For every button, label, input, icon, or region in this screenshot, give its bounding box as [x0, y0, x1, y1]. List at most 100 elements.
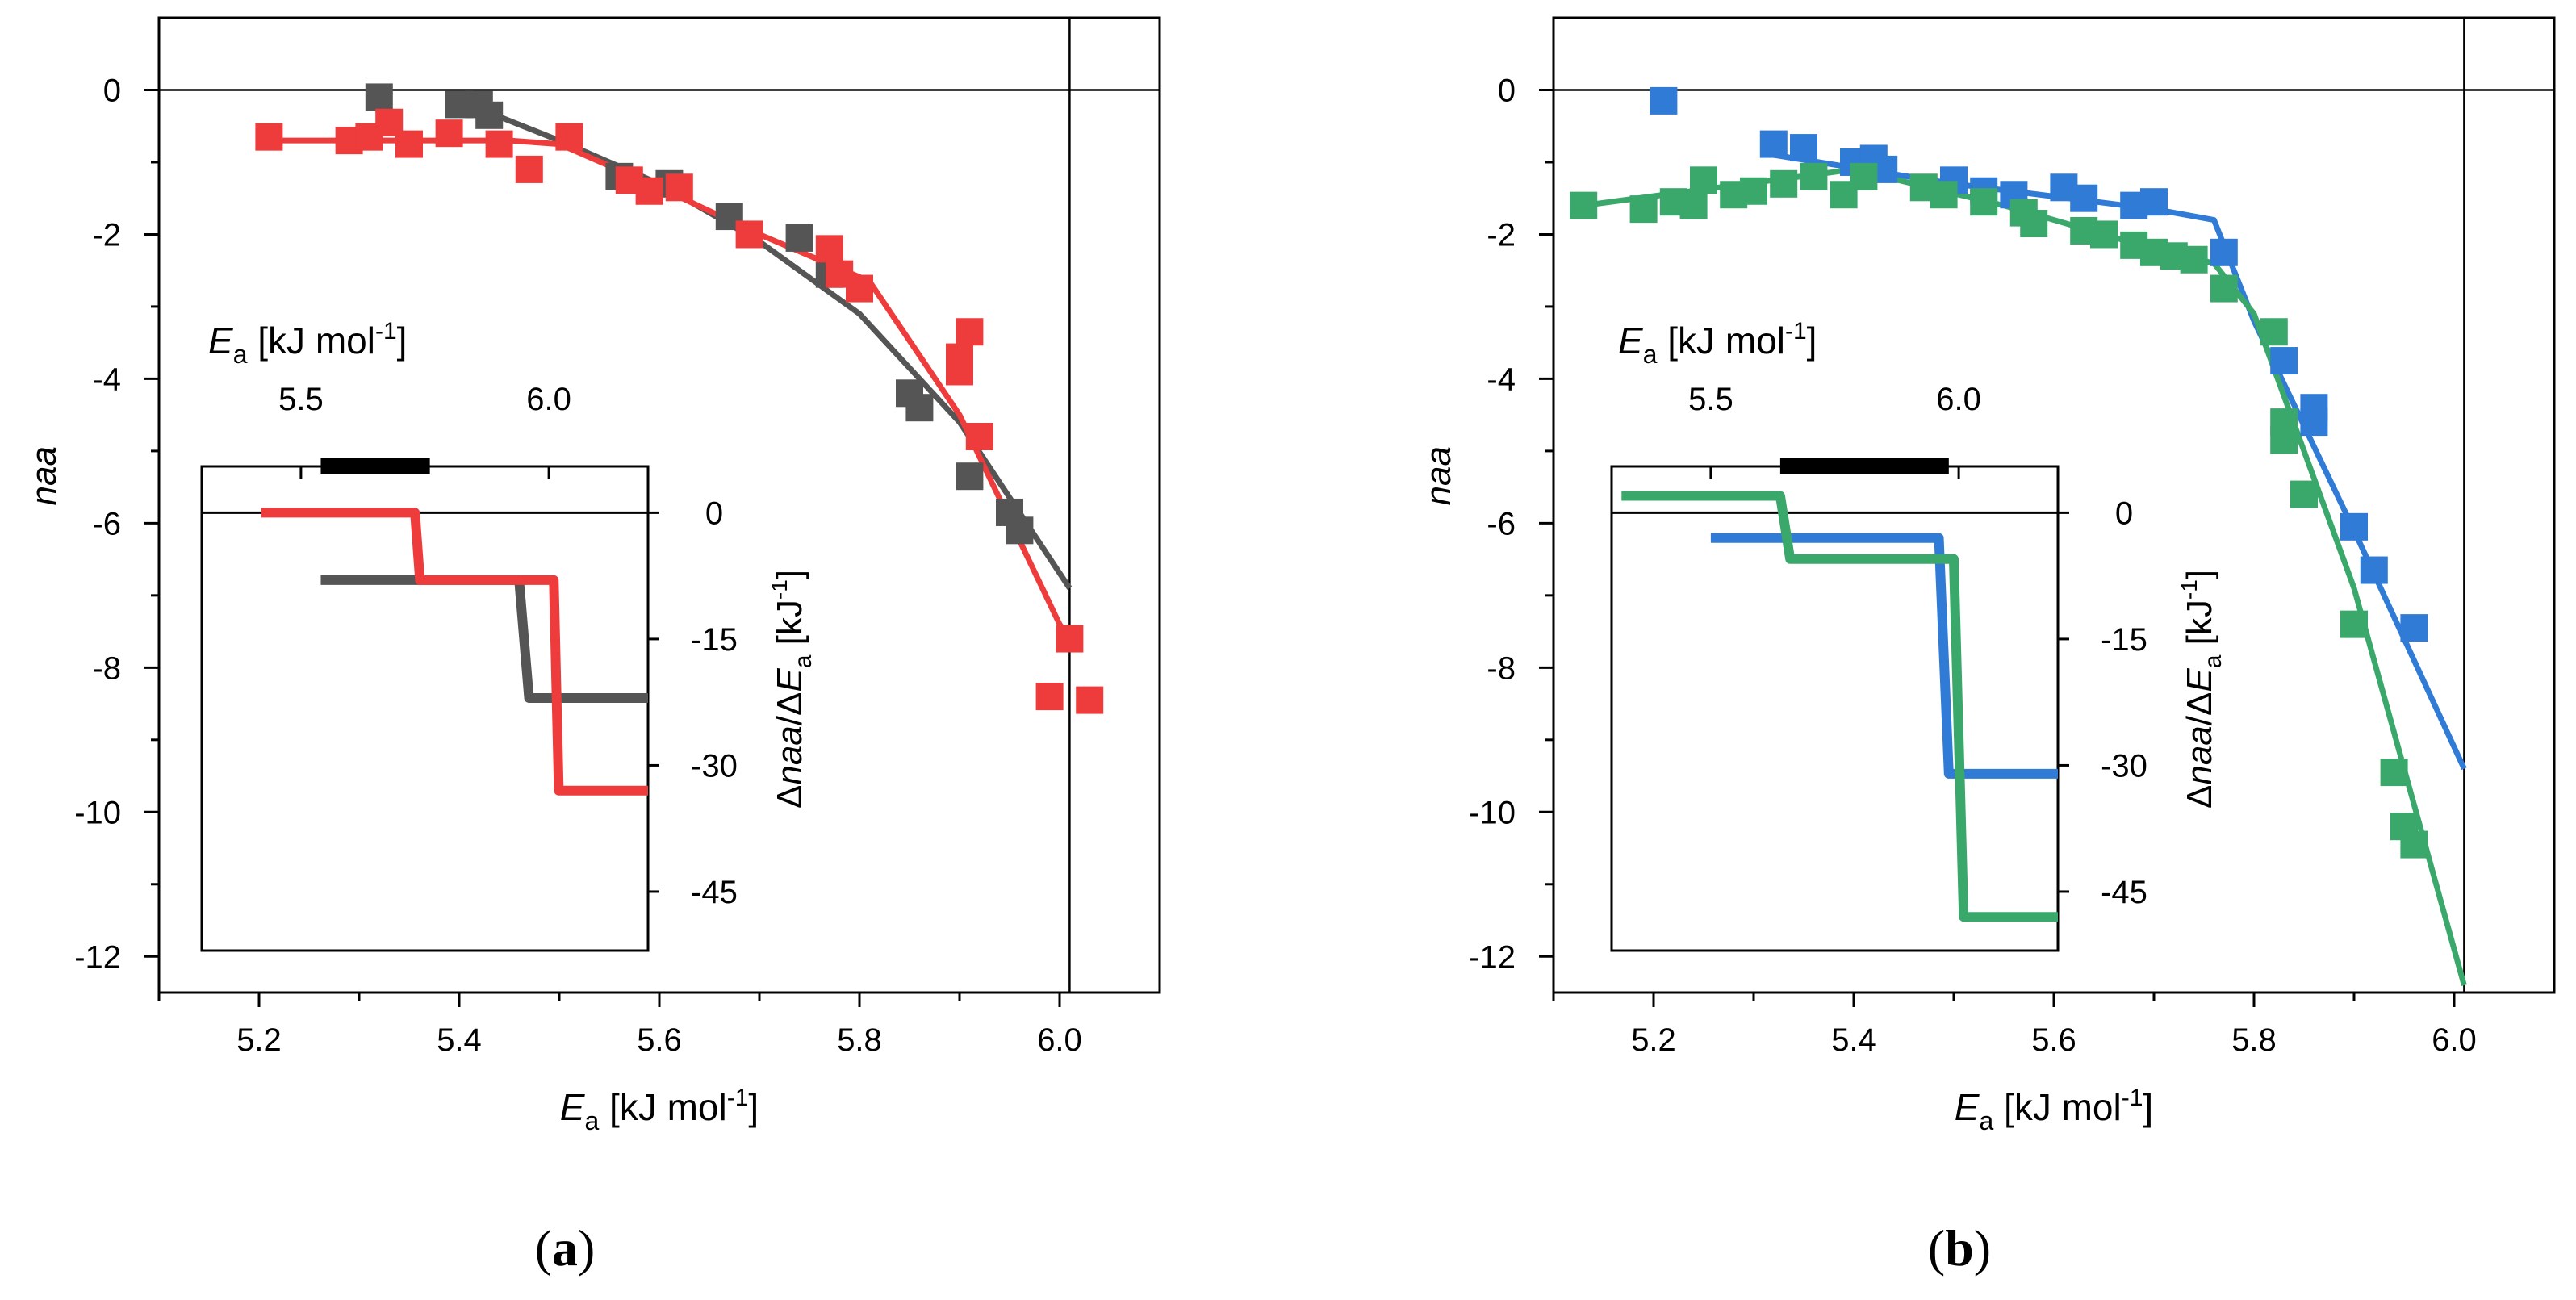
- y-tick-label: 0: [103, 73, 121, 108]
- x-axis-label: Ea [kJ mol-1]: [560, 1085, 759, 1135]
- panel-b: 5.2 5.4 5.6 5.8 6.0 0 -2 -4 -6 -8 -10 -12 naa Ea [kJ …: [1419, 16, 2556, 1277]
- data-point-red: [435, 119, 463, 148]
- data-point-red: [515, 155, 543, 183]
- y-tick-label: -2: [92, 217, 121, 253]
- data-point-green: [2270, 426, 2298, 454]
- y-tick-label: -10: [1469, 795, 1516, 830]
- data-point-blue: [1650, 86, 1678, 115]
- inset-chart: 5.5 6.0 Ea [kJ mol-1] 0 -15 -30 -45 Δnaa/ΔEa [k…: [1608, 318, 2227, 954]
- data-point-red: [395, 130, 423, 158]
- data-point-blue: [2140, 188, 2168, 216]
- y-tick-label: -6: [92, 506, 121, 541]
- x-tick-label: 5.2: [1631, 1022, 1676, 1058]
- data-point-gray: [785, 224, 813, 252]
- data-point-blue: [2360, 556, 2388, 584]
- y-tick-label: -8: [1487, 650, 1516, 686]
- data-point-red: [946, 343, 973, 371]
- data-point-green: [2400, 830, 2428, 859]
- data-point-red: [1035, 683, 1064, 711]
- data-point-red: [665, 173, 693, 202]
- inset-step-blue: [1710, 533, 2058, 779]
- data-point-blue: [1759, 130, 1788, 158]
- inset-y-tick-label: -45: [691, 875, 738, 910]
- inset-range-bar: [320, 458, 430, 474]
- data-point-blue: [2300, 408, 2328, 437]
- panel-label: (a): [535, 1219, 596, 1277]
- data-point-green: [1970, 188, 1998, 216]
- data-point-red: [1076, 686, 1104, 714]
- panel-label: (b): [1928, 1219, 1991, 1277]
- y-tick-label: -4: [92, 362, 121, 397]
- data-point-blue: [1790, 134, 1817, 162]
- data-point-green: [1740, 177, 1767, 205]
- data-point-green: [1570, 191, 1598, 219]
- inset-x-tick-label: 5.5: [1688, 382, 1733, 417]
- inset-x-axis-label: Ea [kJ mol-1]: [1618, 318, 1817, 369]
- x-tick-label: 5.4: [1831, 1022, 1876, 1058]
- data-point-gray: [475, 101, 504, 129]
- inset-y-axis-label: Δnaa/ΔEa [kJ-1]: [767, 570, 817, 809]
- y-tick-label: -6: [1487, 506, 1516, 541]
- markers-red: [255, 108, 1104, 714]
- y-tick-label: -4: [1487, 362, 1516, 397]
- data-point-green: [1800, 162, 1828, 190]
- x-tick-label: 5.6: [637, 1022, 682, 1058]
- data-point-blue: [2210, 238, 2238, 266]
- inset-y-tick-label: -30: [2101, 748, 2147, 784]
- y-axis-label: naa: [24, 446, 64, 505]
- y-tick-label: -12: [74, 939, 121, 975]
- data-point-blue: [2070, 184, 2098, 212]
- x-tick-label: 6.0: [1037, 1022, 1082, 1058]
- data-point-green: [2180, 245, 2208, 274]
- x-tick-label: 5.6: [2031, 1022, 2076, 1058]
- data-point-green: [2090, 220, 2118, 249]
- data-point-green: [2260, 318, 2288, 346]
- x-tick-label: 5.8: [2231, 1022, 2277, 1058]
- y-tick-label: -2: [1487, 217, 1516, 253]
- panel-a: 5.2 5.4 5.6 5.8 6.0 0 -2 -4 -6 -8 -10 -12 naa Ea [kJ …: [24, 16, 1161, 1277]
- data-point-blue: [2270, 347, 2298, 375]
- data-point-red: [735, 220, 763, 249]
- data-point-blue: [2400, 614, 2428, 642]
- data-point-green: [1679, 191, 1708, 219]
- inset-x-tick-label: 6.0: [1936, 382, 1981, 417]
- inset-y-tick-label: -15: [691, 622, 738, 658]
- data-point-red: [815, 235, 843, 263]
- data-point-red: [846, 274, 873, 303]
- data-point-gray: [905, 394, 934, 422]
- data-point-red: [485, 130, 513, 158]
- inset-chart: 5.5 6.0 Ea [kJ mol-1] 0 -15 -30 -45 Δnaa/ΔEa [k…: [199, 318, 817, 954]
- data-point-gray: [956, 462, 984, 491]
- y-tick-label: -10: [74, 795, 121, 830]
- inset-x-tick-label: 5.5: [278, 382, 324, 417]
- inset-y-tick-label: -15: [2101, 622, 2147, 658]
- data-point-gray: [365, 83, 393, 111]
- y-tick-label: -8: [92, 650, 121, 686]
- data-point-red: [956, 318, 984, 346]
- data-point-green: [2020, 210, 2048, 238]
- x-tick-label: 6.0: [2432, 1022, 2477, 1058]
- inset-y-tick-label: 0: [2115, 495, 2133, 531]
- data-point-green: [1770, 169, 1798, 198]
- data-point-green: [1850, 162, 1878, 190]
- inset-y-axis-label: Δnaa/ΔEa [kJ-1]: [2177, 570, 2227, 809]
- x-axis-label: Ea [kJ mol-1]: [1955, 1085, 2153, 1135]
- inset-y-tick-label: -45: [2101, 875, 2147, 910]
- data-point-red: [635, 177, 663, 205]
- data-point-green: [2290, 480, 2318, 508]
- data-point-red: [555, 123, 583, 151]
- data-point-red: [965, 422, 993, 450]
- inset-range-bar: [1779, 458, 1949, 474]
- data-point-green: [2380, 759, 2408, 787]
- data-point-green: [2210, 274, 2238, 303]
- inset-step-green: [1621, 491, 2058, 922]
- inset-background: [1608, 463, 2061, 954]
- x-tick-label: 5.4: [437, 1022, 482, 1058]
- inset-x-tick-label: 6.0: [526, 382, 571, 417]
- inset-y-tick-label: -30: [691, 748, 738, 784]
- data-point-blue: [2340, 512, 2368, 541]
- inset-background: [199, 463, 651, 954]
- data-point-green: [2340, 610, 2368, 638]
- data-point-gray: [1006, 516, 1034, 545]
